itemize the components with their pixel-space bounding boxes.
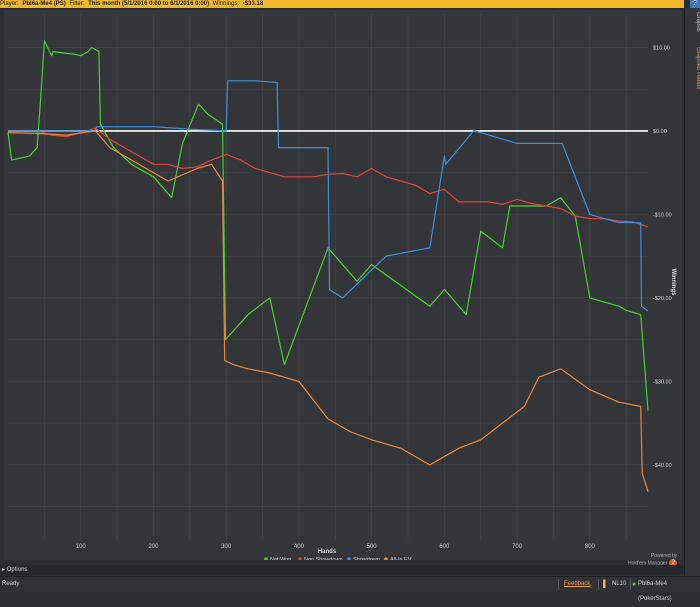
powered-by-text: Powered by	[650, 553, 678, 559]
stake-icon: ▌	[603, 581, 608, 588]
y-tick-label: $0.00	[653, 129, 667, 135]
x-axis-label: Hands	[318, 549, 337, 555]
winnings-value: -$33.18	[242, 1, 264, 7]
legend-marker-all-in-ev	[384, 557, 388, 560]
series-layer	[7, 40, 649, 492]
x-axis-ticks: 100 200 300 400 500 600 700 800	[76, 544, 596, 550]
y-axis-label: Winnings	[670, 269, 676, 297]
options-button[interactable]: ▸ Options	[2, 567, 28, 573]
feedback-link[interactable]: Feedback	[564, 581, 591, 587]
filter-label: Filter:	[69, 1, 85, 7]
x-tick-label: 500	[367, 544, 378, 550]
divider	[558, 579, 559, 590]
help-icon[interactable]: ?	[690, 0, 700, 8]
side-tab-strip: Graphs Graphed Hands	[684, 8, 700, 576]
legend-marker-net-won	[264, 557, 268, 560]
x-tick-label: 200	[148, 544, 159, 550]
y-axis-ticks: $10.00 $0.00 -$10.00 -$20.00 -$30.00 -$40.00	[653, 45, 672, 468]
filter-bar: Player: Pbl6a-Me4 (PS) Filter: This mont…	[0, 0, 684, 8]
y-tick-label: -$40.00	[653, 463, 672, 469]
series-line-showdown	[8, 80, 649, 312]
player-label: Player:	[0, 1, 19, 7]
legend-label-net-won: Net Won	[270, 557, 291, 560]
legend: Net Won Non Showdown Showdown All-In EV	[264, 557, 412, 560]
y-tick-label: -$10.00	[653, 212, 672, 218]
series-line-net-won	[7, 40, 649, 411]
x-tick-label: 300	[221, 544, 232, 550]
stake-label[interactable]: NL10	[612, 581, 627, 587]
legend-marker-non-showdown	[298, 557, 302, 560]
status-bar: Ready Feedback ▌ NL10 ● Pbl6a-Me4 (Poker…	[0, 576, 700, 602]
chart-background	[4, 10, 682, 560]
tab-graphed-hands[interactable]: Graphed Hands	[695, 46, 700, 90]
brand-logo: Powered by Hold'em Manager 2	[628, 553, 678, 567]
divider	[630, 579, 631, 590]
brand-name: Hold'em Manager	[628, 560, 668, 567]
options-bar	[0, 565, 684, 575]
x-tick-label: 100	[76, 544, 87, 550]
y-tick-label: -$20.00	[653, 296, 672, 302]
player-value[interactable]: Pbl6a-Me4 (PS)	[22, 1, 66, 7]
x-tick-label: 800	[585, 544, 596, 550]
status-ready: Ready	[2, 581, 20, 587]
series-line-all-in-ev	[7, 130, 649, 492]
active-player[interactable]: Pbl6a-Me4 (PokerStars)	[638, 581, 672, 602]
player-icon: ●	[632, 581, 637, 588]
winnings-chart: 100 200 300 400 500 600 700 800 $10.00 $0.00 -$10…	[4, 10, 682, 560]
options-label: Options	[6, 567, 28, 573]
legend-label-showdown: Showdown	[353, 557, 380, 560]
y-tick-label: -$30.00	[653, 379, 672, 385]
legend-label-all-in-ev: All-In EV	[390, 557, 412, 560]
divider	[598, 579, 599, 590]
x-tick-label: 700	[512, 544, 523, 550]
winnings-label: Winnings:	[212, 1, 240, 7]
x-tick-label: 400	[294, 544, 305, 550]
y-tick-label: $10.00	[653, 45, 670, 51]
legend-label-non-showdown: Non Showdown	[304, 557, 343, 560]
x-tick-label: 600	[439, 544, 450, 550]
tab-graphs[interactable]: Graphs	[695, 12, 700, 32]
filter-value[interactable]: This month (5/1/2016 0:00 to 6/1/2016 0:…	[88, 1, 210, 7]
grid	[8, 14, 648, 540]
legend-marker-showdown	[347, 557, 351, 560]
brand-badge: 2	[669, 559, 678, 567]
